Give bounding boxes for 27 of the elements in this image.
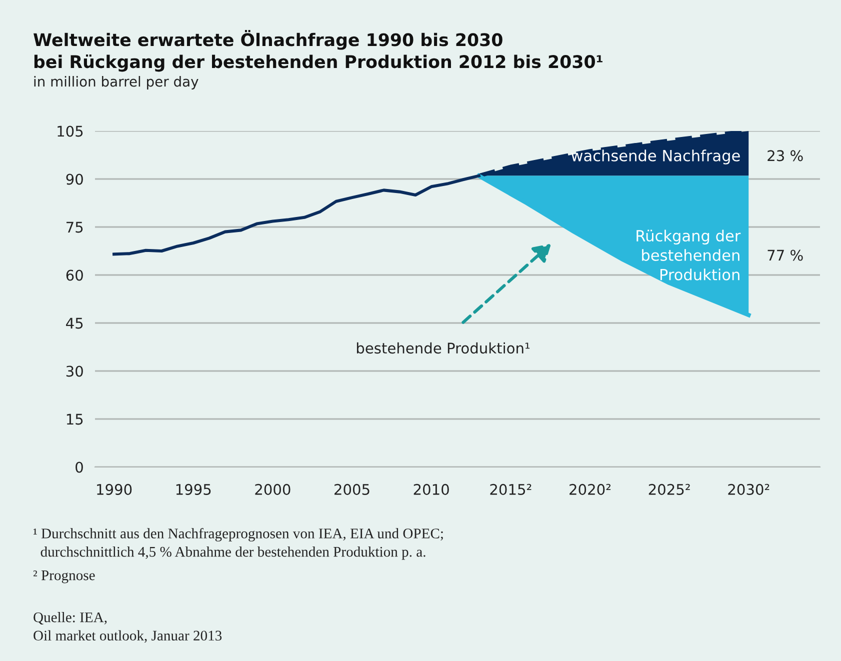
- series-label: wachsende Nachfrage: [571, 150, 740, 164]
- x-tick-label: 2030²: [728, 484, 770, 495]
- chart-title: Weltweite erwartete Ölnachfrage 1990 bis 2030 bei Rückgang der bestehenden Produktion 2012 bis 2030¹: [34, 30, 602, 72]
- x-tick-label: 2015²: [490, 484, 532, 495]
- x-tick-label: 2000: [255, 484, 290, 495]
- y-tick-label: 90: [66, 174, 83, 185]
- chart-subtitle: in million barrel per day: [34, 76, 198, 90]
- text: ² Prognose: [33, 570, 95, 584]
- series-label: Rückgang der bestehenden Produktion: [636, 230, 741, 280]
- y-tick-label: 75: [66, 222, 83, 233]
- annotation: 77 %: [768, 250, 803, 261]
- y-tick-label: 0: [76, 462, 83, 473]
- x-tick-label: 2020²: [570, 484, 611, 495]
- x-tick-label: 1995: [176, 484, 211, 495]
- x-tick-label: 2010: [414, 484, 449, 495]
- x-tick-label: 2025²: [648, 484, 690, 495]
- annotation: 23 %: [768, 150, 803, 162]
- text: ¹ Durchschnitt aus den Nachfrageprognosen von IEA, EIA und OPEC; durchschnittlich 4,5 % Abnahme der bestehenden Produktion p. a.: [33, 528, 443, 560]
- y-tick-label: 60: [66, 270, 83, 281]
- x-tick-label: 1990: [97, 484, 132, 495]
- y-tick-label: 30: [66, 366, 83, 377]
- y-tick-label: 15: [66, 414, 83, 425]
- annotation: bestehende Produktion¹: [356, 342, 530, 354]
- y-tick-label: 45: [66, 318, 83, 329]
- x-tick-label: 2005: [334, 484, 370, 495]
- source-note: Quelle: IEA, Oil market outlook, Januar 2013: [34, 612, 222, 643]
- y-tick-label: 105: [58, 126, 83, 137]
